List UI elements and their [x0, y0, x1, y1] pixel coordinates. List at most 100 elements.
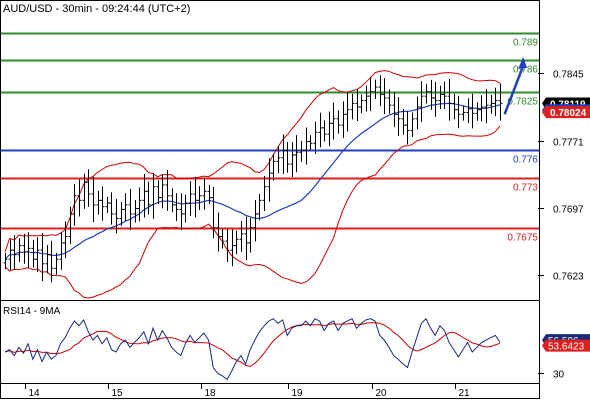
- candle-78: [364, 85, 369, 112]
- candle-68: [318, 112, 323, 148]
- arrow-head: [518, 56, 528, 69]
- candle-100: [466, 98, 471, 124]
- level-label-5: 0.7675: [507, 233, 538, 244]
- candle-94: [438, 85, 443, 110]
- candle-67: [313, 121, 318, 154]
- level-label-4: 0.773: [513, 183, 538, 194]
- candle-19: [91, 176, 96, 223]
- upper-band: [4, 70, 501, 253]
- candle-102: [475, 102, 480, 121]
- candle-66: [308, 135, 313, 150]
- level-label-2: 0.7825: [507, 97, 538, 108]
- candle-36: [170, 188, 175, 213]
- level-label-3: 0.776: [513, 155, 538, 166]
- candle-46: [216, 212, 221, 252]
- candle-0: [3, 252, 8, 270]
- candle-87: [405, 111, 410, 145]
- candle-74: [345, 92, 350, 132]
- candle-86: [401, 109, 406, 135]
- candle-80: [373, 79, 378, 100]
- candle-40: [188, 181, 193, 216]
- candle-42: [197, 186, 202, 210]
- candle-44: [207, 184, 212, 204]
- candle-72: [336, 110, 341, 134]
- lower-band: [4, 125, 501, 299]
- candle-34: [160, 174, 165, 209]
- x-tick-label: 20: [376, 388, 388, 399]
- rsi-ma-line: [4, 322, 501, 368]
- candle-12: [59, 232, 64, 270]
- candle-23: [109, 192, 114, 225]
- candle-63: [294, 135, 299, 173]
- candle-29: [137, 187, 142, 222]
- candle-4: [22, 233, 27, 264]
- title-bg: [1, 1, 187, 15]
- candle-39: [183, 194, 188, 223]
- plot-frame: [0, 0, 540, 399]
- candle-90: [419, 81, 424, 123]
- candle-88: [410, 112, 415, 137]
- rsi-ma-tag-label: 53.6423: [548, 342, 585, 353]
- candle-33: [156, 180, 161, 204]
- candle-93: [433, 81, 438, 117]
- candle-49: [230, 229, 235, 267]
- candlesticks: [3, 75, 503, 283]
- candle-17: [82, 173, 87, 209]
- candle-28: [133, 199, 138, 223]
- candle-58: [271, 153, 276, 181]
- price-tick-label: 0.7771: [553, 138, 584, 149]
- candle-50: [234, 230, 239, 255]
- candle-25: [119, 201, 124, 226]
- candle-13: [63, 221, 68, 258]
- candle-16: [77, 179, 82, 217]
- candle-84: [392, 92, 397, 128]
- rsi-title: RSI14 - 9MA: [3, 306, 61, 317]
- candle-3: [17, 238, 22, 263]
- x-axis-ticks: 14 15 18 19 20 21: [25, 383, 470, 399]
- candle-98: [456, 95, 461, 129]
- candle-77: [359, 94, 364, 114]
- price-tags: 0.781190.780440.78024: [542, 97, 590, 119]
- x-tick-label: 18: [205, 388, 217, 399]
- candle-21: [100, 186, 105, 221]
- candle-95: [442, 81, 447, 110]
- candle-20: [96, 190, 101, 215]
- x-tick-label: 14: [29, 388, 41, 399]
- level-label-1: 0.786: [513, 65, 538, 76]
- candle-30: [142, 174, 147, 218]
- candle-54: [253, 199, 258, 242]
- candle-52: [244, 216, 249, 261]
- projection-arrow: [503, 56, 528, 115]
- candle-97: [452, 93, 457, 120]
- price-tick-label: 0.7623: [553, 272, 584, 283]
- price-tick-label: 0.7845: [553, 70, 584, 81]
- candle-99: [461, 106, 466, 121]
- candle-35: [165, 169, 170, 211]
- candle-107: [498, 83, 503, 121]
- candle-37: [174, 193, 179, 222]
- price-tag-bg: [542, 106, 590, 119]
- candle-2: [12, 235, 17, 270]
- candle-92: [429, 79, 434, 110]
- price-tag-label: 0.78024: [550, 108, 587, 119]
- candle-53: [248, 217, 253, 253]
- candle-45: [211, 186, 216, 239]
- rsi-line: [4, 317, 501, 381]
- candle-73: [341, 101, 346, 138]
- chart-title: AUD/USD - 30min - 09:24:44 (UTC+2): [3, 3, 190, 15]
- candle-59: [276, 145, 281, 174]
- rsi-ma-tag-bg: [542, 339, 590, 352]
- candle-56: [262, 176, 267, 212]
- horizontal-levels: 0.789 0.786 0.7825 0.776 0.773 0.7675: [1, 32, 539, 244]
- candle-60: [281, 134, 286, 174]
- candle-81: [378, 75, 383, 107]
- candle-1: [8, 239, 13, 270]
- candle-76: [355, 89, 360, 121]
- candle-51: [239, 220, 244, 253]
- candle-75: [350, 93, 355, 120]
- candle-103: [479, 95, 484, 122]
- candle-10: [49, 240, 54, 283]
- price-tick-label: 0.7697: [553, 205, 584, 216]
- candle-32: [151, 172, 156, 219]
